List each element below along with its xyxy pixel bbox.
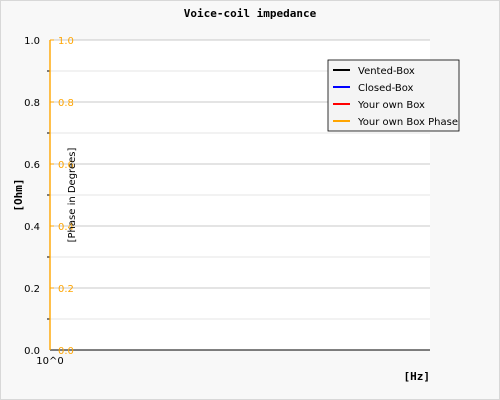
x-tick-label: 10^0: [36, 356, 63, 367]
y2-tick-labels: 0.0 0.2 0.4 0.6 0.8 1.0: [58, 36, 74, 357]
y2-tick-label: 0.2: [58, 284, 74, 295]
y2-tick-label: 1.0: [58, 36, 74, 47]
chart-title: Voice-coil impedance: [184, 7, 317, 20]
x-tick-labels: 10^0: [36, 356, 63, 367]
y-tick-labels: 0.0 0.2 0.4 0.6 0.8 1.0: [24, 36, 40, 357]
y-tick-label: 0.0: [24, 346, 40, 357]
legend-label: Closed-Box: [358, 83, 414, 94]
y2-tick-label: 0.6: [58, 160, 74, 171]
y2-tick-label: 0.8: [58, 98, 74, 109]
y-tick-label: 0.8: [24, 98, 40, 109]
y2-tick-label: 0.0: [58, 346, 74, 357]
y-tick-label: 0.4: [24, 222, 40, 233]
y-axis-label: [Ohm]: [12, 178, 25, 211]
legend-label: Your own Box: [357, 100, 425, 111]
axes: [47, 39, 430, 351]
y-tick-label: 0.6: [24, 160, 40, 171]
legend: Vented-Box Closed-Box Your own Box Your own…: [327, 59, 460, 132]
legend-label: Vented-Box: [358, 66, 415, 77]
y2-tick-label: 0.4: [58, 222, 74, 233]
legend-label: Your own Box Phase: [357, 117, 458, 128]
y2-axis-label: [Phase in Degrees]: [67, 148, 78, 243]
y-tick-label: 1.0: [24, 36, 40, 47]
x-axis-label: [Hz]: [404, 370, 431, 383]
y-tick-label: 0.2: [24, 284, 40, 295]
legend-box: [327, 59, 460, 132]
